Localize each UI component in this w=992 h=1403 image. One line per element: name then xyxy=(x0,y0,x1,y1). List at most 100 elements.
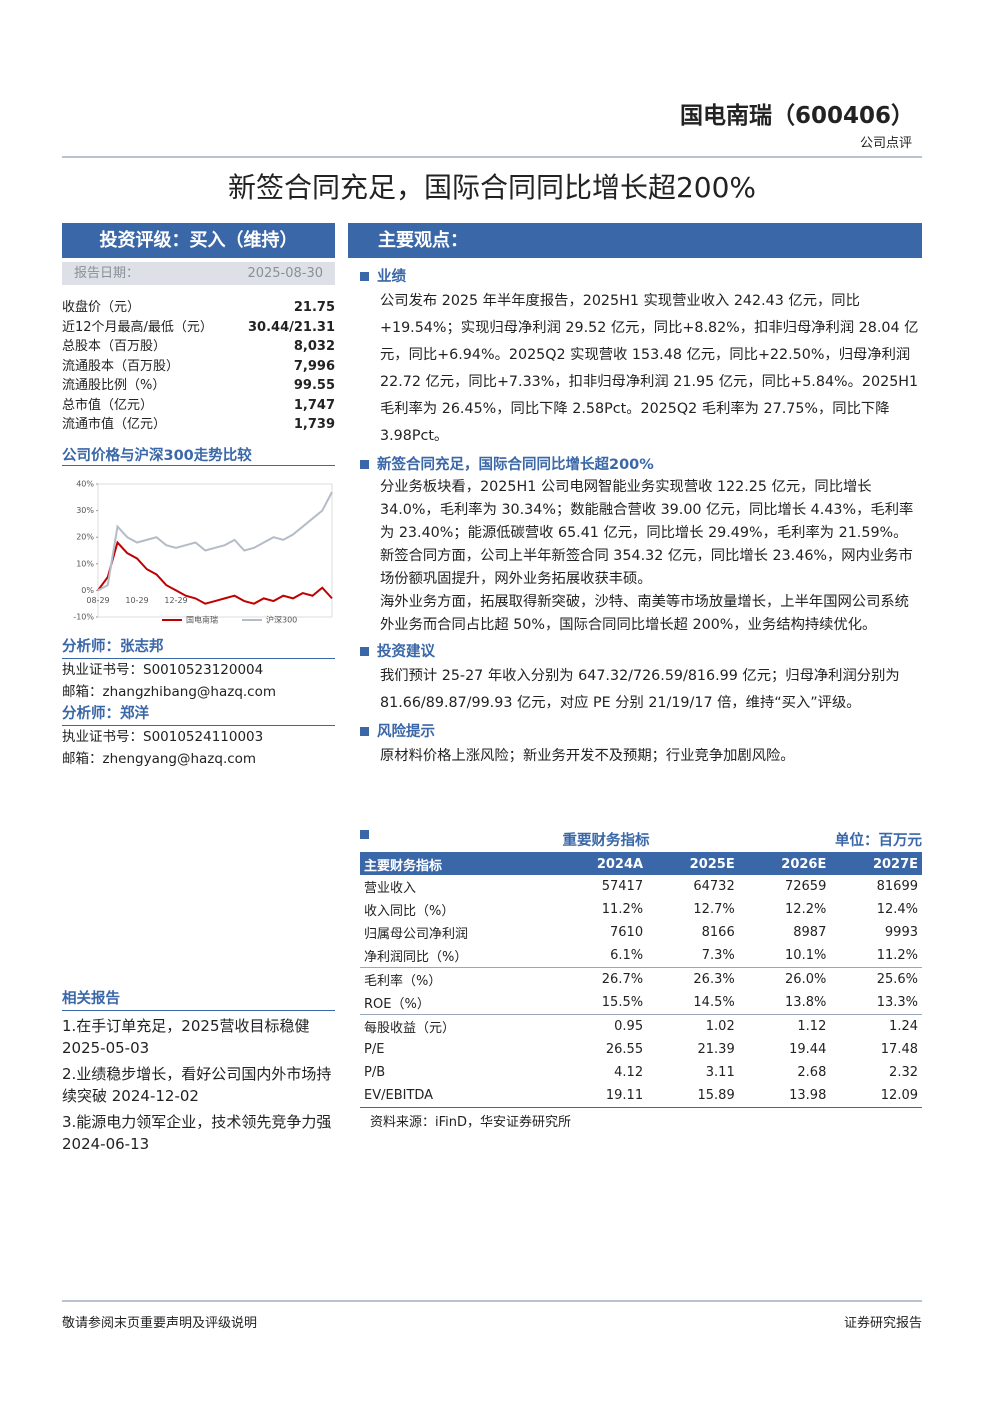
stat-value: 30.44/21.31 xyxy=(248,319,335,335)
analyst-email: 邮箱：zhangzhibang@hazq.com xyxy=(62,684,277,700)
fin-cell: 15.89 xyxy=(647,1084,739,1108)
fin-cell: 64732 xyxy=(693,879,735,894)
fin-cell: 6.1% xyxy=(553,944,648,968)
fin-row: ROE（%） 15.5% 14.5% 13.8% 13.3% xyxy=(360,991,922,1015)
date: 2025-08-30 xyxy=(247,266,323,281)
fin-cell: 12.7% xyxy=(693,902,735,917)
fin-cell: 13.8% xyxy=(738,991,831,1015)
y-tick-label: 0% xyxy=(81,586,94,595)
analyst: 分析师：张志邦 xyxy=(62,636,335,659)
stat-label: 流通市值（亿元） xyxy=(62,417,167,432)
fin-cell: 17.48 xyxy=(880,1042,918,1057)
company: 国电南瑞（600406） xyxy=(679,103,914,129)
stat-row: 流通股比例（%） 99.55 xyxy=(62,376,335,396)
stat-label: 收盘价（元） xyxy=(62,300,141,315)
date-bar: 报告日期： 2025-08-30 xyxy=(62,262,335,285)
fin-source: 资料来源：iFinD，华安证券研究所 xyxy=(370,1115,572,1130)
stat-row: 总股本（百万股） 8,032 xyxy=(62,337,335,357)
fin-header-cell: 2027E xyxy=(830,853,922,875)
related-item: 1.在手订单充足，2025营收目标稳健 2025-05-03 xyxy=(62,1017,310,1057)
fin-title: 重要财务指标 xyxy=(562,833,650,849)
legend-label: 沪深300 xyxy=(266,615,297,625)
stat-value: 99.55 xyxy=(293,378,335,393)
fin-cell: 毛利率（%） xyxy=(364,974,442,989)
paragraph: 分业务板块看，2025H1 公司电网智能业务实现营收 122.25 亿元，同比增… xyxy=(380,479,914,541)
fin-row: EV/EBITDA 19.11 15.89 13.98 12.09 xyxy=(360,1084,922,1108)
fin-cell: 12.4% xyxy=(876,902,918,917)
rating: 投资评级：买入（维持） xyxy=(62,223,335,258)
fin-cell: 72659 xyxy=(784,879,827,894)
financials: 重要财务指标 单位：百万元 主要财务指标 2024A 2025E 2026E 2027E 营… xyxy=(360,826,922,1130)
series-line xyxy=(97,540,333,605)
fin-row: 毛利率（%） 26.7% 26.3% 26.0% 25.6% xyxy=(360,968,922,992)
analyst-cert: 执业证书号：S0010523120004 xyxy=(62,662,264,678)
fin-cell: 8987 xyxy=(793,925,827,940)
fin-cell: 26.7% xyxy=(601,972,644,987)
fin-cell: 11.2% xyxy=(601,902,644,917)
fin-cell: 8166 xyxy=(701,925,735,940)
main-points: 业绩 公司发布 2025 年半年度报告，2025H1 实现营业收入 242.43 … xyxy=(360,262,920,770)
stat-value: 1,747 xyxy=(293,397,335,413)
plot-frame xyxy=(97,483,333,618)
fin-row: 净利润同比（%） 6.1% 7.3% 10.1% 11.2% xyxy=(360,944,922,968)
fin-heading: 重要财务指标 单位：百万元 xyxy=(360,830,922,853)
analyst-email: 邮箱：zhengyang@hazq.com xyxy=(62,751,257,767)
stat-label: 流通股本（百万股） xyxy=(62,358,180,374)
paragraph: 新签合同方面，公司上半年新签合同 354.32 亿元，同比增长 23.46%，网… xyxy=(380,548,913,587)
stat-row: 收盘价（元） 21.75 xyxy=(62,298,335,318)
stat-row: 流通股本（百万股） 7,996 xyxy=(62,357,335,377)
fin-cell: 9993 xyxy=(884,925,918,940)
chart-title: 公司价格与沪深300走势比较 xyxy=(62,444,335,466)
fin-row: 归属母公司净利润 7610 8166 8987 9993 xyxy=(360,921,922,944)
fin-header-cell: 2026E xyxy=(738,853,831,875)
analyst-cert: 执业证书号：S0010524110003 xyxy=(62,729,264,745)
fin-unit: 单位：百万元 xyxy=(835,833,922,849)
fin-cell: 收入同比（%） xyxy=(364,904,455,919)
related-item: 3.能源电力领军企业，技术领先竞争力强 2024-06-13 xyxy=(62,1113,332,1153)
related-title: 相关报告 xyxy=(62,988,335,1011)
y-tick-label: 10% xyxy=(76,559,94,568)
fin-cell: P/B xyxy=(364,1065,386,1080)
fin-cell: 10.1% xyxy=(738,944,831,968)
section-heading: 业绩 xyxy=(360,266,920,288)
fin-cell: 2.68 xyxy=(797,1065,827,1080)
stat-label: 流通股比例（%） xyxy=(62,378,166,393)
fin-cell: 57417 xyxy=(601,879,644,894)
stat-label: 总股本（百万股） xyxy=(62,339,167,354)
footer-left: 敬请参阅末页重要声明及评级说明 xyxy=(62,1316,258,1331)
fin-cell: 25.6% xyxy=(876,972,918,987)
fin-cell: EV/EBITDA xyxy=(360,1084,554,1108)
chart: -10% 0% 10% 20% 30% 40% 08-29 10-29 12-29 国电南瑞 沪深3… xyxy=(73,480,333,625)
fin-cell: 81699 xyxy=(876,879,918,894)
fin-cell: 26.3% xyxy=(693,972,735,987)
fin-cell: P/E xyxy=(364,1042,385,1057)
x-tick-label: 10-29 xyxy=(125,596,148,605)
fin-cell: 归属母公司净利润 xyxy=(364,927,469,942)
fin-table: 主要财务指标 2024A 2025E 2026E 2027E 营业收入 57417 64732… xyxy=(360,853,922,1108)
stat-value: 7,996 xyxy=(293,358,335,374)
fin-cell: 13.98 xyxy=(738,1084,831,1108)
y-tick-label: -10% xyxy=(73,613,94,622)
section-heading: 新签合同充足，国际合同同比增长超200% xyxy=(360,454,920,476)
related: 相关报告 1.在手订单充足，2025营收目标稳健 2025-05-03 2.业绩稳步… xyxy=(62,988,335,1155)
fin-cell: 14.5% xyxy=(647,991,739,1015)
analyst: 分析师：郑洋 xyxy=(62,703,335,726)
fin-cell: 1.24 xyxy=(889,1019,918,1034)
legend-label: 国电南瑞 xyxy=(186,615,218,625)
fin-cell: 7610 xyxy=(610,925,644,940)
stat-value: 1,739 xyxy=(293,417,335,432)
rule xyxy=(62,156,922,158)
fin-cell: 4.12 xyxy=(614,1065,644,1080)
fin-row: 每股收益（元） 0.95 1.02 1.12 1.24 xyxy=(360,1015,922,1039)
footer: 敬请参阅末页重要声明及评级说明 证券研究报告 xyxy=(62,1312,922,1331)
fin-cell: 2.32 xyxy=(889,1065,918,1080)
stat-value: 8,032 xyxy=(293,339,335,354)
fin-cell: 7.3% xyxy=(647,944,739,968)
fin-cell: 营业收入 xyxy=(364,881,417,896)
stat-row: 流通市值（亿元） 1,739 xyxy=(62,415,335,435)
fin-row: P/B 4.12 3.11 2.68 2.32 xyxy=(360,1061,922,1084)
fin-cell: 19.11 xyxy=(553,1084,648,1108)
fin-header-cell: 2025E xyxy=(647,853,739,875)
paragraph: 海外业务方面，拓展取得新突破，沙特、南美等市场放量增长，上半年国网公司系统外业务… xyxy=(380,594,909,633)
fin-header: 主要财务指标 2024A 2025E 2026E 2027E xyxy=(360,853,922,875)
